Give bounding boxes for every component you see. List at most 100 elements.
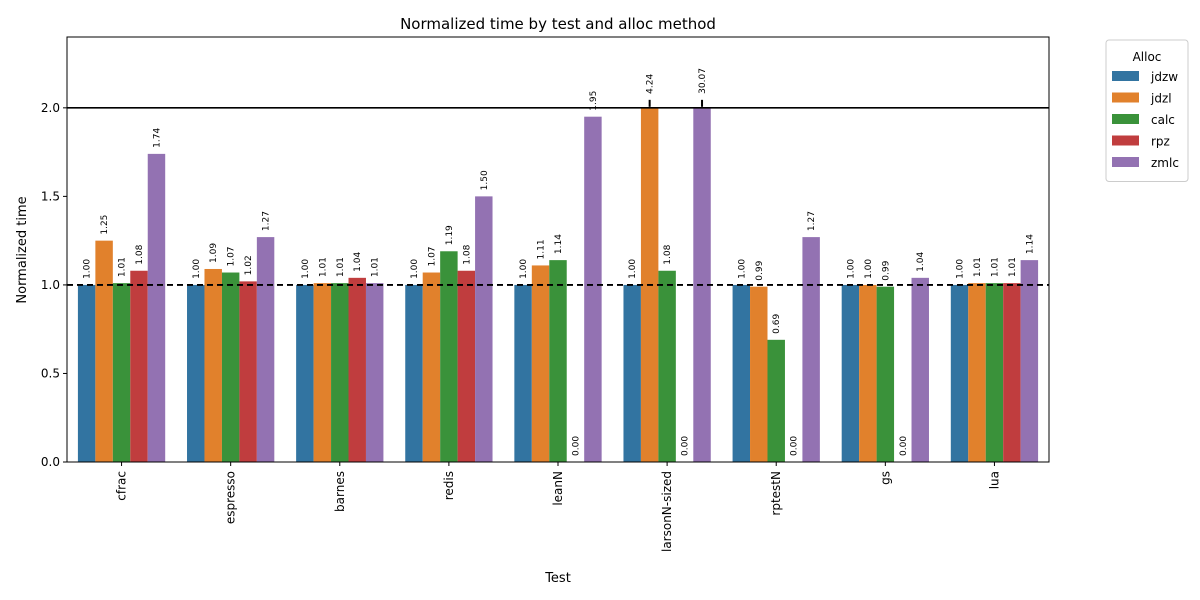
y-tick-label: 0.0	[41, 455, 60, 469]
bar-value-label: 1.08	[462, 244, 472, 264]
legend-label-zmlc: zmlc	[1151, 156, 1179, 170]
bar-jdzw-gs	[841, 284, 860, 462]
legend-label-jdzw: jdzw	[1150, 70, 1178, 84]
bar-value-label: 1.04	[916, 252, 926, 272]
bar-jdzl-espresso	[204, 268, 222, 462]
bar-value-label: 1.00	[83, 259, 93, 279]
bar-value-label: 0.00	[899, 436, 909, 456]
bar-calc-leanN	[549, 260, 567, 462]
x-axis-label: Test	[544, 571, 571, 586]
bar-zmlc-lua	[1020, 260, 1039, 462]
bar-value-label: 1.00	[956, 259, 966, 279]
bar-value-label: 1.09	[209, 243, 219, 263]
y-tick-label: 2.0	[41, 101, 60, 115]
x-tick-label: espresso	[224, 471, 238, 524]
bar-value-label: 1.50	[480, 170, 490, 190]
legend-swatch-zmlc	[1112, 157, 1139, 167]
bar-calc-redis	[440, 251, 458, 462]
legend-swatch-jdzl	[1112, 92, 1139, 103]
axes-frame	[66, 36, 1050, 463]
bar-rpz-lua	[1003, 283, 1021, 462]
plot-area: 0.0 0.5 1.0 1.5 2.0 1.00 1.00 1.00 1.00 1.00 1.00 1…	[41, 68, 1049, 552]
y-axis-label: Normalized time	[15, 196, 30, 303]
bar-rpz-redis	[457, 270, 476, 462]
bar-value-label: 1.14	[554, 234, 564, 254]
x-tick-label: rptestN	[769, 471, 783, 516]
legend-label-calc: calc	[1151, 113, 1175, 127]
bar-zmlc-barnes	[365, 283, 384, 462]
bar-value-label: 0.99	[755, 260, 765, 280]
y-tick-label: 1.0	[41, 278, 60, 292]
y-tick-label: 0.5	[41, 366, 60, 380]
bar-value-label: 1.00	[737, 259, 747, 279]
bar-value-label: 1.95	[589, 91, 599, 111]
bar-value-label: 1.00	[519, 259, 529, 279]
bar-value-label: 1.25	[100, 215, 110, 235]
bar-value-label: 1.01	[118, 257, 128, 277]
legend-swatch-calc	[1112, 114, 1139, 124]
bar-value-label: 1.00	[410, 259, 420, 279]
bar-jdzl-leanN	[531, 265, 550, 462]
bar-value-label: 1.14	[1025, 234, 1035, 254]
x-tick-label: lua	[987, 471, 1001, 489]
bar-value-label: 0.00	[790, 436, 800, 456]
legend: Alloc jdzw jdzl calc rpz zmlc	[1105, 39, 1189, 182]
bar-jdzw-rptestN	[732, 284, 751, 462]
bar-calc-rptestN	[767, 339, 785, 462]
bar-value-label: 0.99	[881, 260, 891, 280]
bar-value-label: 1.07	[427, 246, 437, 266]
bar-value-label: 0.00	[571, 436, 581, 456]
bar-jdzl-cfrac	[95, 240, 113, 462]
bar-value-label: 1.00	[628, 259, 638, 279]
bar-rpz-espresso	[239, 281, 257, 462]
bar-value-label: 1.01	[336, 257, 346, 277]
bar-jdzw-espresso	[187, 284, 205, 462]
legend-swatch-rpz	[1112, 135, 1139, 146]
x-tick-label: redis	[442, 471, 456, 500]
bar-jdzw-cfrac	[77, 284, 96, 462]
x-tick-label: gs	[878, 471, 892, 485]
bar-jdzl-lua	[968, 283, 986, 462]
bar-value-label: 1.19	[445, 225, 455, 245]
x-tick-label: leanN	[551, 471, 565, 506]
bar-calc-espresso	[221, 272, 240, 462]
bar-jdzl-rptestN	[750, 286, 768, 462]
bar-jdzw-larsonN-sized	[623, 284, 641, 462]
bar-value-label: 1.01	[318, 257, 328, 277]
bar-zmlc-gs	[911, 277, 929, 462]
legend-label-jdzl: jdzl	[1150, 92, 1172, 106]
bar-value-label: 1.00	[192, 259, 202, 279]
bar-value-label: 1.01	[990, 257, 1000, 277]
bar-jdzw-lua	[950, 284, 969, 462]
bar-value-label: 1.07	[227, 246, 237, 266]
y-tick-label: 1.5	[41, 189, 60, 203]
bar-calc-gs	[876, 286, 895, 462]
bar-zmlc-cfrac	[147, 153, 166, 462]
bar-value-label: 1.08	[663, 244, 673, 264]
bar-zmlc-leanN	[584, 116, 602, 462]
bar-rpz-cfrac	[130, 270, 148, 462]
bar-value-label: 1.00	[864, 259, 874, 279]
bar-jdzl-barnes	[313, 283, 332, 462]
bar-zmlc-espresso	[256, 237, 275, 462]
x-tick-label: larsonN-sized	[660, 471, 674, 552]
bar-calc-larsonN-sized	[658, 270, 676, 462]
bar-zmlc-rptestN	[802, 237, 820, 462]
bar-jdzw-barnes	[296, 284, 314, 462]
x-tick-label: cfrac	[115, 471, 129, 501]
legend-label-rpz: rpz	[1151, 135, 1170, 149]
bar-value-label: 1.01	[1008, 257, 1018, 277]
bar-value-label: 1.00	[301, 259, 311, 279]
bar-value-label: 1.02	[244, 255, 254, 275]
bar-value-label: 1.00	[846, 259, 856, 279]
bar-value-label: 1.04	[353, 252, 363, 272]
bar-calc-cfrac	[112, 283, 131, 462]
bar-value-label: 1.11	[537, 239, 547, 259]
bar-zmlc-redis	[475, 196, 493, 462]
chart-title: Normalized time by test and alloc method	[400, 15, 716, 33]
bar-value-label: 1.01	[973, 257, 983, 277]
bar-value-label: 0.00	[681, 436, 691, 456]
bar-jdzl-gs	[859, 284, 877, 462]
bar-calc-lua	[985, 283, 1004, 462]
